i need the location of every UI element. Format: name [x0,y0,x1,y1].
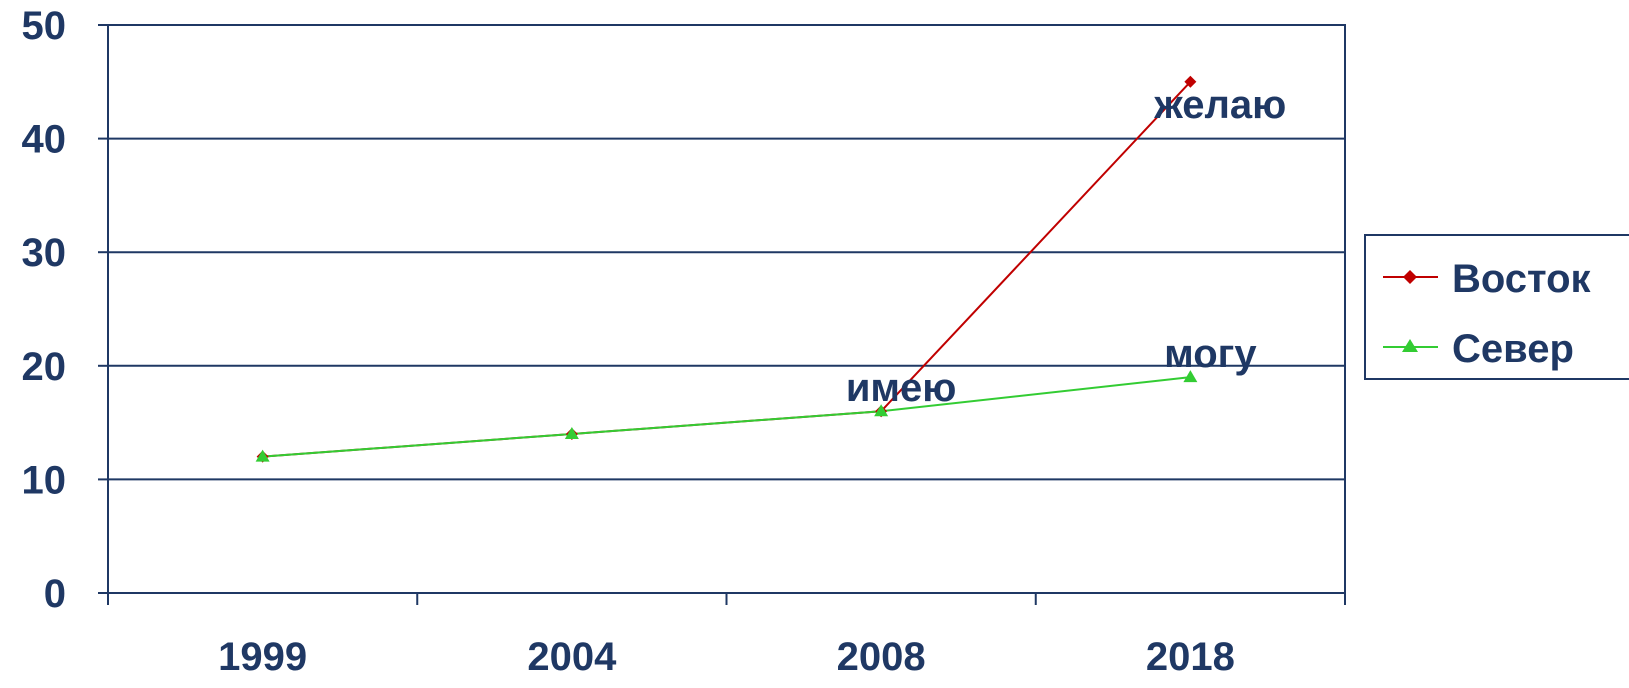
x-axis-ticks [107,593,1346,605]
y-tick-label: 20 [22,345,67,389]
legend-marker-sever [1402,339,1418,352]
plot-area [107,24,1346,594]
x-tick-label: 2008 [837,635,926,679]
legend-box [1364,234,1629,380]
data-point-1-0 [255,449,270,462]
annotation-label: имею [846,366,957,410]
legend-label-sever: Север [1452,327,1574,371]
legend: Восток Север [1364,234,1629,380]
y-tick-label: 10 [22,458,67,502]
annotations: имею могу желаю [846,83,1287,410]
x-tick-label: 2004 [527,635,617,679]
x-tick-label: 1999 [218,635,307,679]
x-tick-label: 2018 [1146,635,1235,679]
y-tick-label: 0 [44,572,66,616]
data-point-0-3 [1184,75,1197,88]
data-point-1-3 [1183,370,1198,383]
y-tick-label: 40 [22,118,67,162]
annotation-label: могу [1164,332,1257,376]
legend-label-vostok: Восток [1452,257,1592,301]
y-tick-label: 30 [22,231,67,275]
data-point-1-1 [564,426,579,439]
x-axis-tick-labels: 1999 2004 2008 2018 [218,635,1235,679]
series-markers [255,75,1198,463]
y-axis-tick-labels: 0 10 20 30 40 50 [22,4,67,616]
data-point-1-2 [874,404,889,417]
y-tick-label: 50 [22,4,67,48]
gridlines [98,24,1345,594]
annotation-label: желаю [1153,83,1286,127]
series-line-1 [262,376,1191,458]
legend-marker-vostok [1403,270,1417,284]
series-lines [262,81,1192,458]
